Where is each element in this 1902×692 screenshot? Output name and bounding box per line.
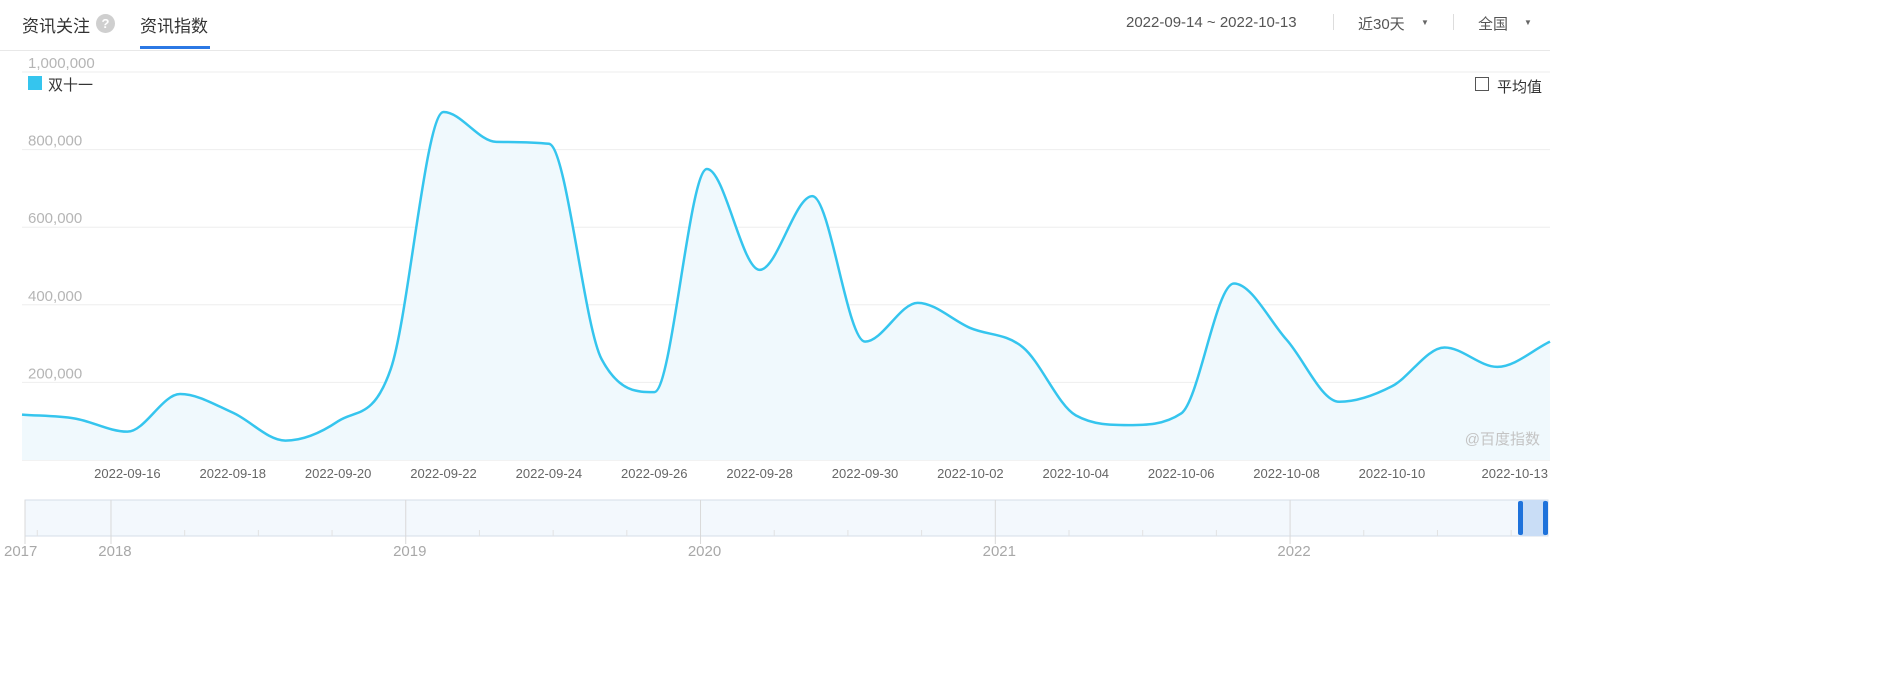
x-tick-label: 2022-09-24 <box>516 466 583 481</box>
x-tick-label: 2022-10-08 <box>1253 466 1320 481</box>
navigator-track[interactable] <box>24 499 1549 537</box>
series-area <box>22 111 1550 461</box>
x-axis-labels: 2022-09-16 2022-09-18 2022-09-20 2022-09-22… <box>94 466 1548 481</box>
x-tick-label: 2022-09-16 <box>94 466 161 481</box>
x-tick-label: 2022-10-13 <box>1482 466 1549 481</box>
data-point[interactable] <box>230 410 236 416</box>
navigator-handle-left[interactable] <box>1518 501 1523 535</box>
data-point[interactable] <box>967 325 973 331</box>
data-point[interactable] <box>809 193 815 199</box>
navigator-year-label: 2017 <box>4 543 37 560</box>
data-point[interactable] <box>546 141 552 147</box>
average-checkbox[interactable] <box>1475 77 1489 91</box>
data-point[interactable] <box>915 300 921 306</box>
region-dropdown[interactable]: 全国 <box>1478 16 1509 33</box>
data-point[interactable] <box>1442 344 1448 350</box>
y-tick-label: 400,000 <box>28 288 82 305</box>
data-point[interactable] <box>599 356 605 362</box>
navigator-year-label: 2022 <box>1277 543 1310 560</box>
y-tick-label: 200,000 <box>28 365 82 382</box>
navigator-year-label: 2021 <box>983 543 1016 560</box>
navigator-year-label: 2019 <box>393 543 426 560</box>
watermark: @百度指数 <box>1465 431 1540 448</box>
x-tick-label: 2022-09-22 <box>410 466 477 481</box>
toolbar-divider <box>1453 14 1454 30</box>
tab-news-index[interactable]: 资讯指数 <box>140 17 208 36</box>
data-point[interactable] <box>1284 337 1290 343</box>
period-dropdown[interactable]: 近30天 <box>1358 16 1405 33</box>
chevron-down-icon[interactable]: ▼ <box>1421 18 1429 27</box>
data-point[interactable] <box>1547 339 1553 345</box>
y-tick-label: 800,000 <box>28 133 82 150</box>
x-tick-label: 2022-09-20 <box>305 466 372 481</box>
data-point[interactable] <box>493 139 499 145</box>
tabs-bar: 资讯关注 ? 资讯指数 2022-09-14 ~ 2022-10-13 近30天… <box>0 0 1550 51</box>
legend-swatch <box>28 76 42 90</box>
navigator-handle-right[interactable] <box>1543 501 1548 535</box>
data-point[interactable] <box>1178 410 1184 416</box>
tab-news-attention[interactable]: 资讯关注 <box>22 17 90 36</box>
data-point[interactable] <box>124 429 130 435</box>
series-line <box>21 110 1551 442</box>
x-tick-label: 2022-10-06 <box>1148 466 1215 481</box>
chevron-down-icon[interactable]: ▼ <box>1524 18 1532 27</box>
help-icon[interactable]: ? <box>96 14 115 33</box>
x-tick-label: 2022-10-04 <box>1043 466 1110 481</box>
data-point[interactable] <box>282 438 288 444</box>
x-tick-label: 2022-09-26 <box>621 466 688 481</box>
data-point[interactable] <box>1389 383 1395 389</box>
data-point[interactable] <box>388 366 394 372</box>
x-tick-label: 2022-09-28 <box>726 466 793 481</box>
data-point[interactable] <box>1336 399 1342 405</box>
y-tick-label: 600,000 <box>28 210 82 227</box>
navigator-selection[interactable] <box>1520 500 1546 536</box>
data-point[interactable] <box>441 109 447 115</box>
data-point[interactable] <box>704 166 710 172</box>
data-point[interactable] <box>335 418 341 424</box>
data-point[interactable] <box>862 339 868 345</box>
data-point[interactable] <box>177 391 183 397</box>
data-point[interactable] <box>651 389 657 395</box>
x-tick-label: 2022-09-18 <box>200 466 267 481</box>
legend-label: 双十一 <box>48 77 94 94</box>
navigator-year-label: 2018 <box>98 543 131 560</box>
data-point[interactable] <box>1073 412 1079 418</box>
data-point[interactable] <box>1231 280 1237 286</box>
data-point[interactable] <box>1020 344 1026 350</box>
data-point[interactable] <box>19 412 25 418</box>
time-navigator[interactable]: 2017 2018 2019 2020 2021 2022 <box>4 499 1549 560</box>
x-tick-label: 2022-10-10 <box>1359 466 1426 481</box>
y-axis-labels: 200,000 400,000 600,000 800,000 1,000,000 <box>28 55 95 382</box>
data-point[interactable] <box>72 415 78 421</box>
x-tick-label: 2022-10-02 <box>937 466 1004 481</box>
data-point[interactable] <box>1494 364 1500 370</box>
active-tab-underline <box>140 46 210 49</box>
date-range-display[interactable]: 2022-09-14 ~ 2022-10-13 <box>1126 14 1297 31</box>
navigator-year-label: 2020 <box>688 543 721 560</box>
data-point[interactable] <box>757 267 763 273</box>
data-point[interactable] <box>1125 422 1131 428</box>
x-tick-label: 2022-09-30 <box>832 466 899 481</box>
average-label: 平均值 <box>1497 79 1543 96</box>
toolbar-divider <box>1333 14 1334 30</box>
y-tick-label: 1,000,000 <box>28 55 95 72</box>
